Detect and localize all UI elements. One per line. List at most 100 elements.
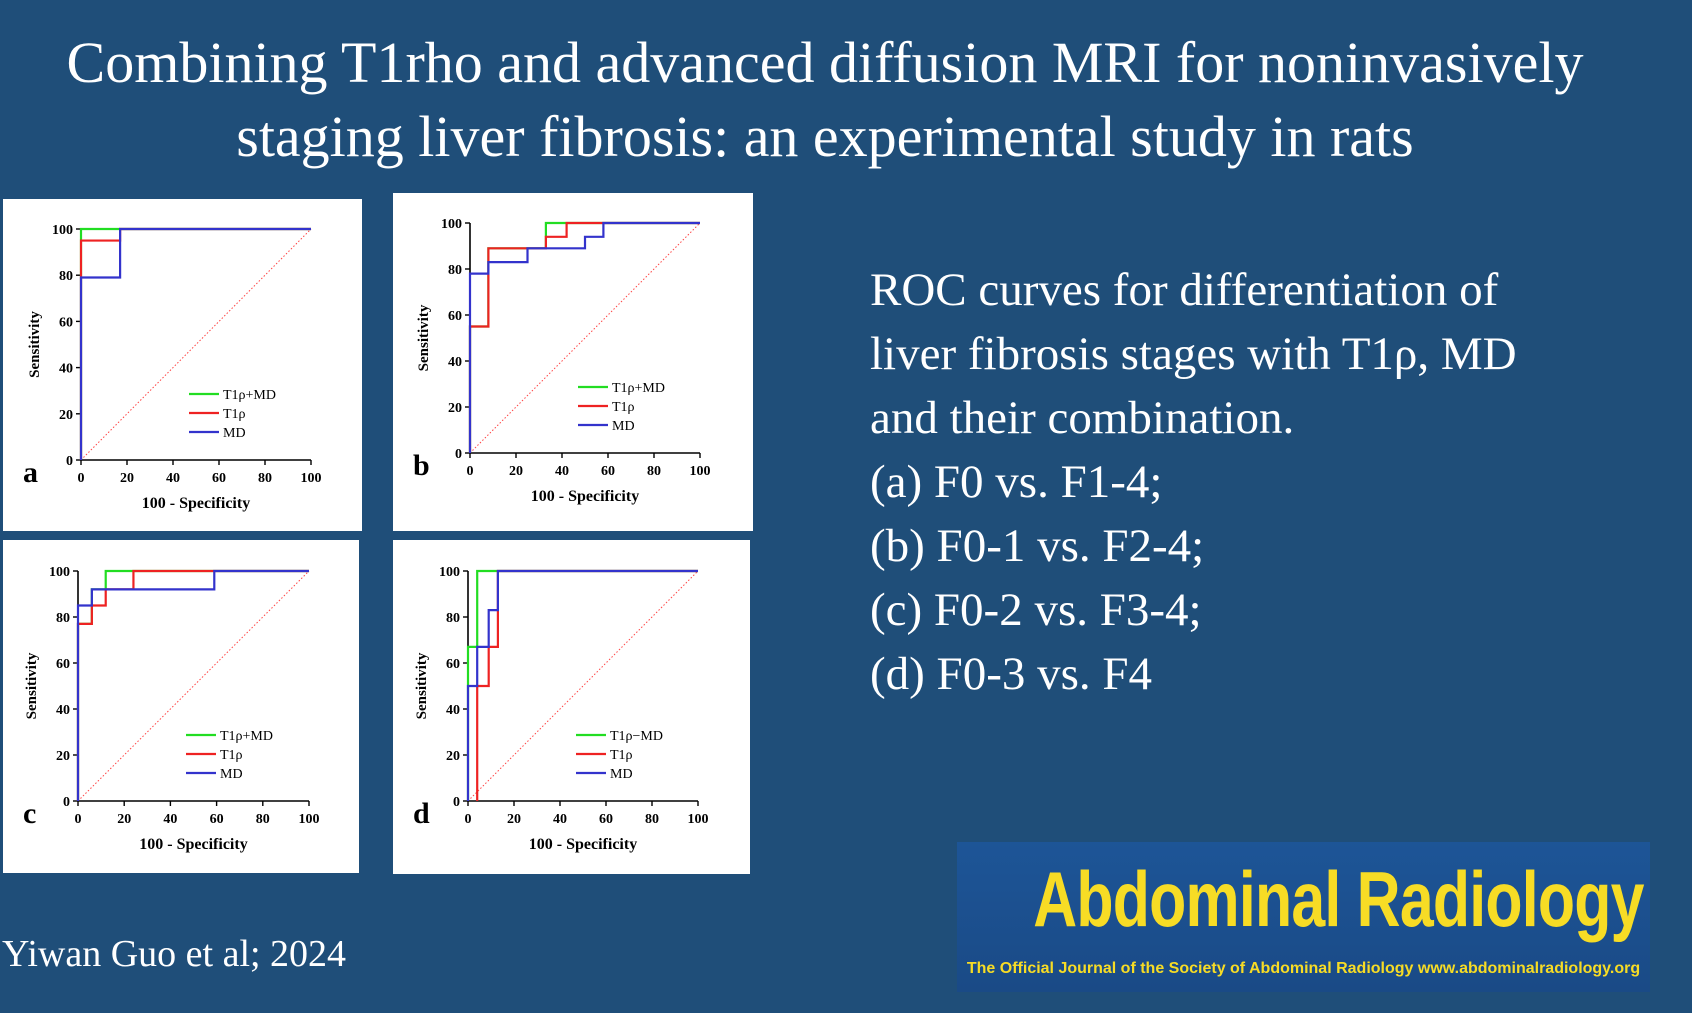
title-line-1: Combining T1rho and advanced diffusion M… xyxy=(66,30,1584,95)
roc-chart-d: 0 20 40 60 80 100 0 20 40 60 80 100 100 - Specificit… xyxy=(413,565,709,853)
journal-subtitle: The Official Journal of the Society of A… xyxy=(966,960,1641,977)
legend-label: MD xyxy=(610,767,633,782)
roc-series-blue xyxy=(468,221,700,453)
x-tick-label: 40 xyxy=(166,471,180,486)
x-tick-label: 80 xyxy=(258,471,272,486)
roc-series-red xyxy=(76,569,309,801)
journal-name: Abdominal Radiology xyxy=(1033,855,1644,943)
y-tick-label: 20 xyxy=(446,749,460,764)
x-tick-label: 20 xyxy=(117,812,131,827)
y-tick-label: 0 xyxy=(455,447,462,462)
caption-line: and their combination. xyxy=(870,392,1295,444)
roc-series-red xyxy=(476,569,698,801)
title-line-2: staging liver fibrosis: an experimental … xyxy=(236,104,1414,169)
figure-caption: ROC curves for differentiation of liver … xyxy=(870,258,1670,706)
legend-label: MD xyxy=(223,426,246,441)
legend-label: T1ρ+MD xyxy=(612,381,665,396)
x-tick-label: 0 xyxy=(467,464,474,479)
x-tick-label: 20 xyxy=(120,471,134,486)
y-tick-label: 100 xyxy=(441,217,462,232)
x-tick-label: 20 xyxy=(509,464,523,479)
x-tick-label: 0 xyxy=(465,812,472,827)
caption-line: (a) F0 vs. F1-4; xyxy=(870,456,1163,508)
y-axis-label: Sensitivity xyxy=(24,652,40,719)
x-tick-label: 80 xyxy=(645,812,659,827)
x-tick-label: 100 xyxy=(688,812,709,827)
legend-label: T1ρ+MD xyxy=(220,729,273,744)
x-tick-label: 20 xyxy=(507,812,521,827)
panel-label: c xyxy=(23,797,36,830)
y-tick-label: 40 xyxy=(59,362,73,377)
x-tick-label: 40 xyxy=(163,812,177,827)
caption-line: (b) F0-1 vs. F2-4; xyxy=(870,520,1205,572)
y-tick-label: 20 xyxy=(56,749,70,764)
roc-series-blue xyxy=(76,569,309,801)
y-tick-label: 40 xyxy=(56,703,70,718)
x-tick-label: 60 xyxy=(212,471,226,486)
x-tick-label: 0 xyxy=(75,812,82,827)
y-tick-label: 60 xyxy=(56,657,70,672)
caption-line: (c) F0-2 vs. F3-4; xyxy=(870,584,1202,636)
y-tick-label: 100 xyxy=(52,223,73,238)
y-tick-label: 0 xyxy=(453,795,460,810)
roc-chart-c: 0 20 40 60 80 100 0 20 40 60 80 100 100 - Specificit… xyxy=(23,565,320,853)
legend-label: MD xyxy=(612,419,635,434)
x-axis-label: 100 - Specificity xyxy=(531,488,639,505)
x-axis-label: 100 - Specificity xyxy=(139,836,247,853)
x-tick-label: 100 xyxy=(301,471,322,486)
x-tick-label: 60 xyxy=(601,464,615,479)
roc-chart-b: 0 20 40 60 80 100 0 20 40 60 80 100 100 - Specificit… xyxy=(413,217,711,505)
legend-label: MD xyxy=(220,767,243,782)
panel-label: a xyxy=(23,456,38,489)
author-citation: Yiwan Guo et al; 2024 xyxy=(2,933,347,975)
legend-label: T1ρ−MD xyxy=(610,729,663,744)
x-tick-label: 0 xyxy=(78,471,85,486)
reference-diagonal xyxy=(469,222,701,454)
x-axis-label: 100 - Specificity xyxy=(142,495,250,512)
legend-label: T1ρ+MD xyxy=(223,388,276,403)
x-tick-label: 100 xyxy=(690,464,711,479)
caption-line: ROC curves for differentiation of xyxy=(870,264,1499,316)
legend-label: T1ρ xyxy=(220,748,243,763)
roc-series-blue xyxy=(79,227,311,460)
x-tick-label: 60 xyxy=(210,812,224,827)
y-tick-label: 0 xyxy=(66,454,73,469)
y-tick-label: 60 xyxy=(448,309,462,324)
roc-panel-c: 0 20 40 60 80 100 0 20 40 60 80 100 100 - Specificit… xyxy=(3,540,359,873)
x-axis-label: 100 - Specificity xyxy=(529,836,637,853)
roc-series-blue xyxy=(466,569,698,801)
reference-diagonal xyxy=(80,228,312,461)
legend-label: T1ρ xyxy=(612,400,635,415)
x-tick-label: 100 xyxy=(299,812,320,827)
x-tick-label: 80 xyxy=(647,464,661,479)
x-tick-label: 40 xyxy=(555,464,569,479)
y-tick-label: 100 xyxy=(49,565,70,580)
y-tick-label: 20 xyxy=(59,408,73,423)
caption-line: liver fibrosis stages with T1ρ, MD xyxy=(870,328,1517,380)
y-tick-label: 60 xyxy=(446,657,460,672)
y-tick-label: 80 xyxy=(59,269,73,284)
panel-label: d xyxy=(413,797,430,830)
y-tick-label: 60 xyxy=(59,315,73,330)
caption-line: (d) F0-3 vs. F4 xyxy=(870,648,1153,700)
roc-chart-a: 0 20 40 60 80 100 0 20 40 60 80 100 100 - Specificit… xyxy=(23,223,322,512)
roc-series-red xyxy=(468,221,700,453)
reference-diagonal xyxy=(467,570,699,802)
roc-panel-d: 0 20 40 60 80 100 0 20 40 60 80 100 100 - Specificit… xyxy=(393,540,750,874)
y-tick-label: 40 xyxy=(446,703,460,718)
y-tick-label: 80 xyxy=(56,611,70,626)
y-axis-label: Sensitivity xyxy=(27,311,43,378)
legend-label: T1ρ xyxy=(223,407,246,422)
x-tick-label: 80 xyxy=(256,812,270,827)
reference-diagonal xyxy=(77,570,310,802)
panel-label: b xyxy=(413,449,430,482)
y-axis-label: Sensitivity xyxy=(416,304,432,371)
page-title: Combining T1rho and advanced diffusion M… xyxy=(0,26,1650,174)
legend-label: T1ρ xyxy=(610,748,633,763)
y-tick-label: 20 xyxy=(448,401,462,416)
roc-panel-b: 0 20 40 60 80 100 0 20 40 60 80 100 100 - Specificit… xyxy=(393,193,753,531)
x-tick-label: 60 xyxy=(599,812,613,827)
roc-series-green xyxy=(468,221,700,453)
y-tick-label: 40 xyxy=(448,355,462,370)
y-tick-label: 80 xyxy=(448,263,462,278)
